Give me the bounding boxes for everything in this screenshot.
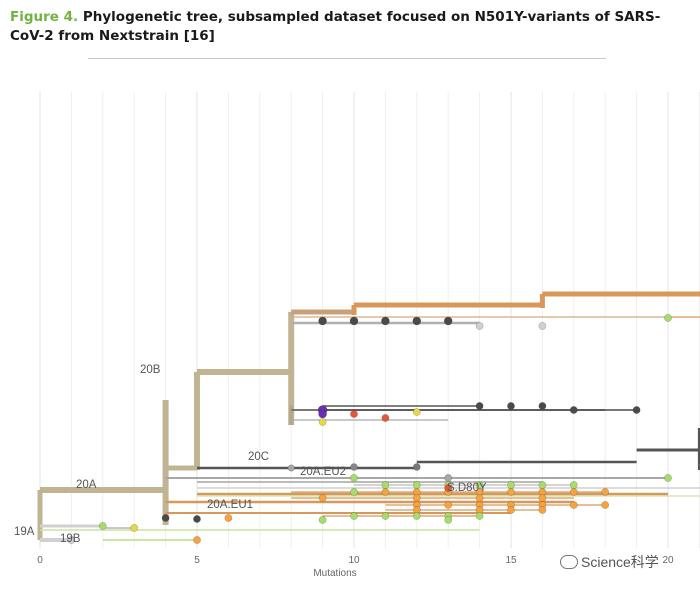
tip-node [381, 488, 390, 496]
caption-divider [88, 58, 606, 59]
clade-label: 19A [14, 526, 35, 538]
tip-node [507, 481, 515, 489]
tip-node [538, 506, 547, 514]
tip-node [287, 464, 295, 472]
tip-node [224, 514, 233, 522]
tip-node [444, 501, 453, 509]
tip-node [444, 474, 453, 482]
tip-node [538, 481, 547, 489]
x-tick-label: 20 [662, 555, 674, 566]
x-axis-label: Mutations [313, 568, 356, 579]
tip-node [349, 316, 359, 326]
tip-node [193, 515, 201, 523]
tip-node [412, 408, 421, 416]
tip-node [412, 481, 421, 489]
tip-node [318, 409, 327, 419]
tip-node [664, 314, 672, 322]
tip-node [318, 316, 327, 326]
tip-node [443, 316, 453, 326]
tip-node [538, 494, 547, 502]
caption-text: Phylogenetic tree, subsampled dataset fo… [10, 9, 661, 44]
tip-node [350, 474, 358, 482]
x-tick-label: 0 [37, 555, 43, 566]
tip-node [664, 474, 672, 482]
tip-node [601, 501, 610, 509]
clade-label: 20B [140, 364, 161, 376]
tip-node [475, 402, 484, 410]
tip-node [193, 536, 201, 544]
tip-node [412, 494, 421, 502]
tip-node [507, 488, 515, 496]
tip-node [569, 488, 578, 496]
grid-lines [39, 92, 700, 548]
tip-node [412, 463, 421, 471]
tip-node [318, 516, 327, 524]
clade-label: 19B [60, 533, 81, 545]
tip-node [538, 402, 547, 410]
tip-node [444, 484, 453, 492]
clade-label: 20A [76, 479, 97, 491]
tree-branches [37, 291, 700, 542]
tip-node [475, 494, 484, 502]
tip-node [569, 406, 578, 414]
tip-node [412, 512, 421, 520]
tip-node [350, 512, 358, 520]
tip-node [350, 488, 358, 496]
tip-node [569, 481, 578, 489]
x-tick-label: 15 [505, 555, 517, 566]
tip-node [67, 536, 76, 544]
tip-node [632, 406, 641, 414]
x-tick-label: 5 [194, 555, 200, 566]
tip-node [350, 463, 358, 471]
tip-node [601, 488, 610, 496]
wechat-icon [560, 555, 578, 569]
clade-label: 20A.EU1 [207, 499, 253, 511]
tip-node [381, 414, 390, 422]
tip-node [381, 316, 390, 326]
tip-node [161, 514, 170, 522]
clade-labels: 19A 19B 20A 20B 20C 20A.EU2 20A.EU1 S.D80Y [14, 364, 487, 545]
x-tick-label: 10 [348, 555, 360, 566]
tip-node [98, 522, 107, 530]
tip-node [412, 316, 422, 326]
tree-tips [67, 314, 672, 544]
tip-node [475, 512, 484, 520]
tip-node [381, 512, 390, 520]
tip-node [350, 410, 358, 418]
clade-label: 20A.EU2 [300, 466, 346, 478]
tip-node [507, 402, 515, 410]
x-axis: 05101520253035Mutations [37, 555, 674, 579]
tip-node [130, 524, 139, 532]
clade-label: S.D80Y [447, 482, 487, 494]
watermark-text: Science科学 [581, 554, 659, 570]
tip-node [318, 494, 327, 502]
tip-node [318, 418, 327, 426]
figure-label: Figure 4. [10, 9, 79, 25]
clade-label: 20C [248, 451, 269, 463]
tip-node [381, 481, 390, 489]
tip-node [475, 322, 484, 330]
tip-node [569, 501, 578, 509]
watermark: Science科学 [560, 552, 659, 572]
tip-node [507, 506, 515, 514]
tip-node [538, 322, 547, 330]
figure-caption: Figure 4. Phylogenetic tree, subsampled … [10, 8, 690, 46]
tip-node [444, 516, 453, 524]
